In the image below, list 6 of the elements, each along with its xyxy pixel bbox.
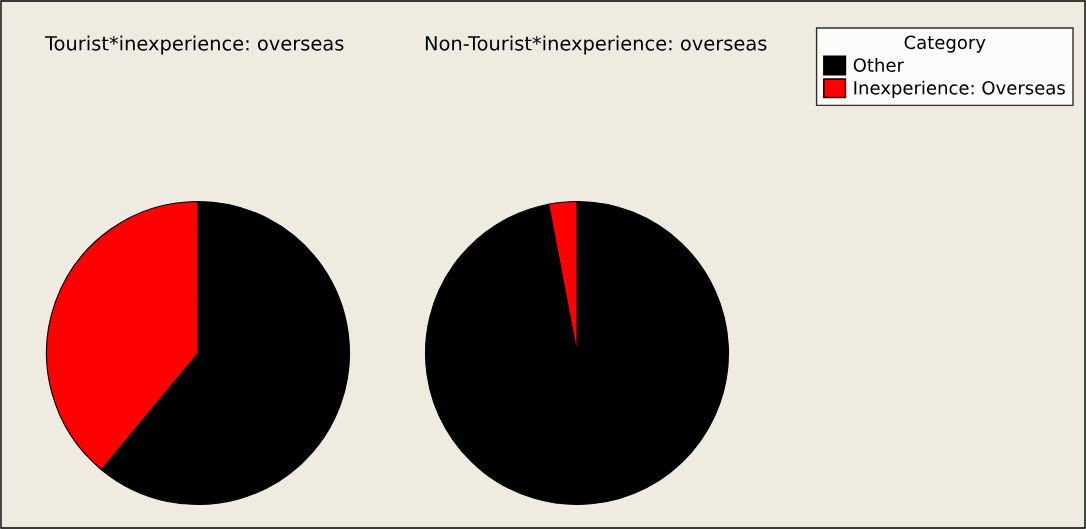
- pie-slice: [424, 200, 730, 506]
- chart-title: Tourist*inexperience: overseas: [44, 35, 344, 55]
- legend-title: Category: [904, 35, 986, 53]
- chart-title: Non-Tourist*inexperience: overseas: [425, 35, 767, 55]
- legend-label: Inexperience: Overseas: [854, 80, 1065, 99]
- legend-label: Other: [853, 57, 904, 72]
